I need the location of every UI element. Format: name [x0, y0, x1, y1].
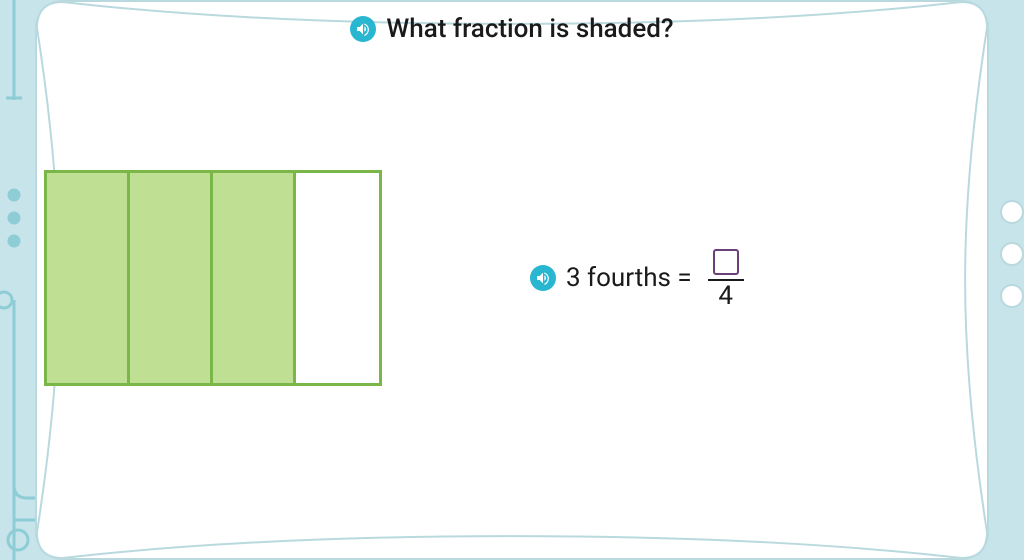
numerator-input[interactable]	[713, 249, 739, 275]
content-area: 3 fourths = 4	[0, 60, 1024, 560]
fraction-cell-shaded	[130, 173, 213, 383]
fraction-cell-shaded	[213, 173, 296, 383]
audio-icon[interactable]	[530, 265, 556, 291]
denominator: 4	[718, 283, 733, 309]
fraction-cell-shaded	[47, 173, 130, 383]
indicator-dot	[1000, 200, 1024, 224]
question-row: What fraction is shaded?	[0, 14, 1024, 44]
side-indicator-dots	[1000, 200, 1024, 308]
indicator-dot	[1000, 242, 1024, 266]
fraction-stack: 4	[708, 249, 744, 309]
question-text: What fraction is shaded?	[386, 14, 673, 44]
fraction-cell-empty	[296, 173, 379, 383]
fraction-visual	[44, 170, 382, 386]
answer-row: 3 fourths = 4	[530, 248, 744, 308]
audio-icon[interactable]	[350, 16, 376, 42]
answer-label: 3 fourths =	[566, 263, 692, 293]
indicator-dot	[1000, 284, 1024, 308]
